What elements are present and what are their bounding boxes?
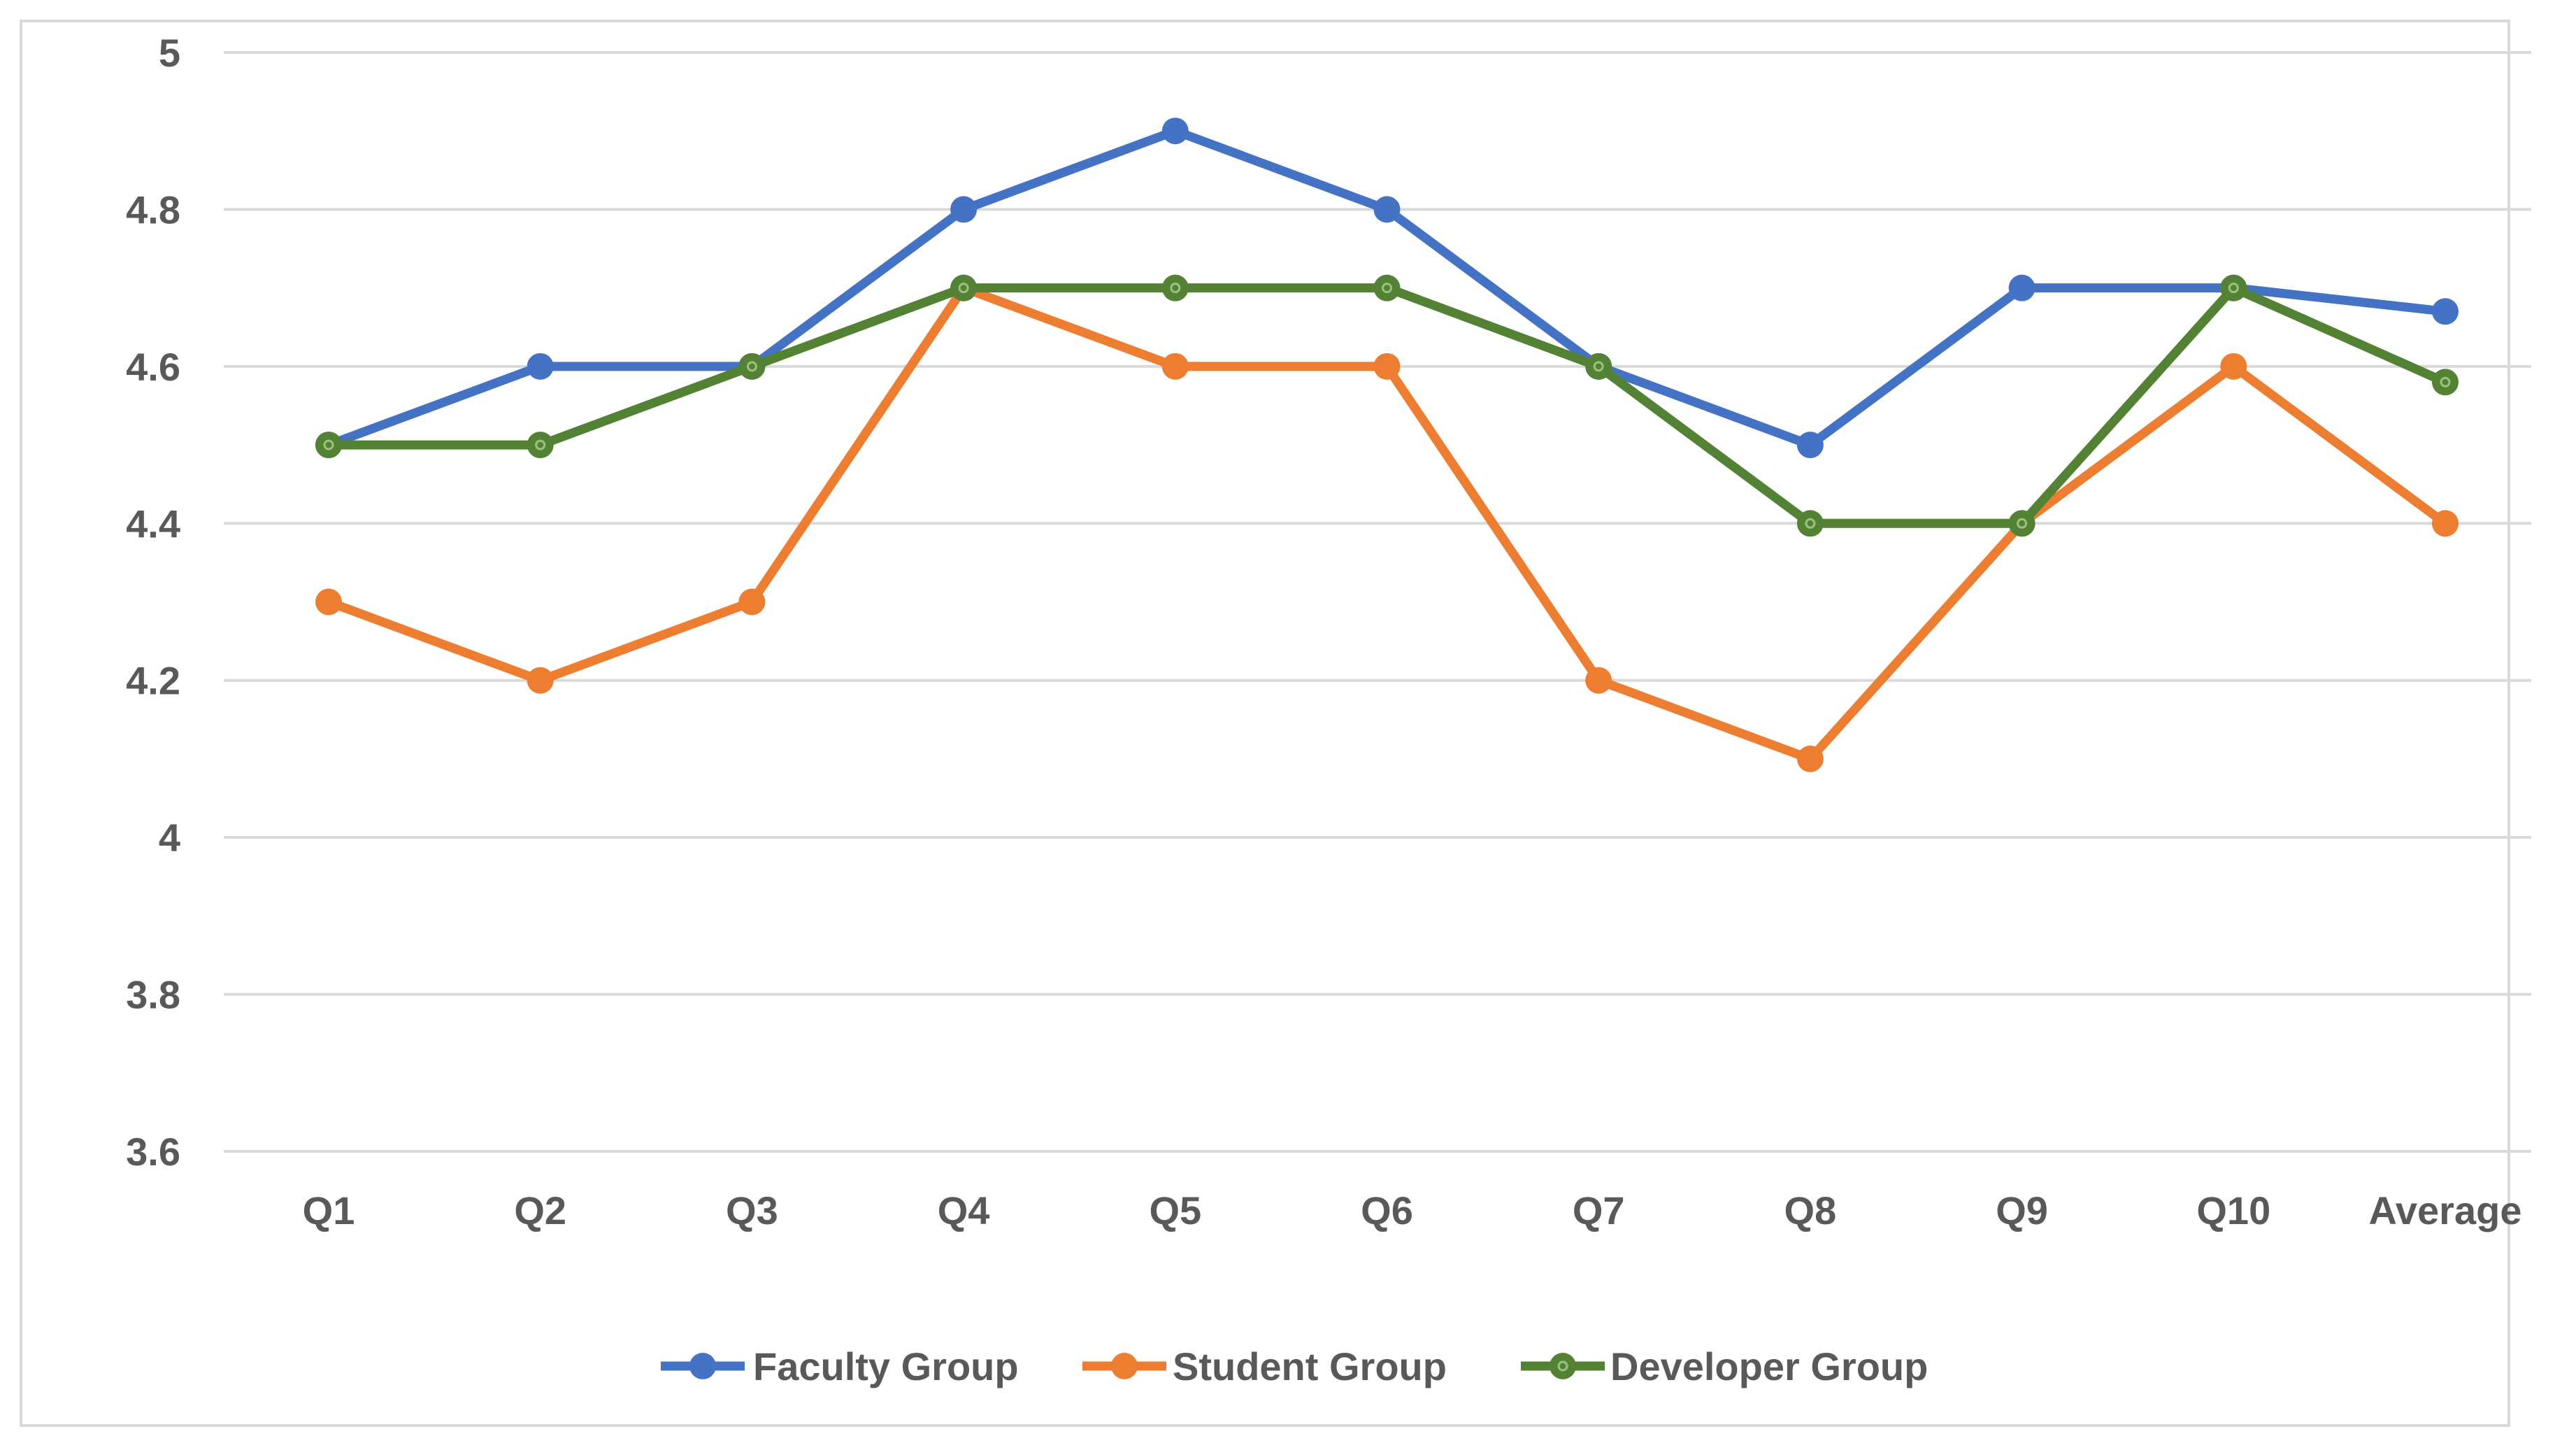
data-point xyxy=(2432,298,2459,325)
y-axis-tick-labels: 3.6 3.8 4 4.2 4.4 4.6 4.8 5 xyxy=(126,31,180,1174)
legend-item: Developer Group xyxy=(1521,1344,1928,1388)
data-point-ring xyxy=(1170,283,1181,294)
data-point-ring xyxy=(323,439,334,450)
data-point xyxy=(2220,353,2247,380)
data-point-ring xyxy=(958,283,969,294)
data-point xyxy=(738,588,766,616)
data-point xyxy=(2008,274,2035,301)
legend-marker xyxy=(1550,1353,1576,1379)
y-tick-label: 5 xyxy=(159,31,180,75)
legend-item: Student Group xyxy=(1082,1344,1447,1388)
x-tick-label: Q5 xyxy=(1149,1188,1201,1232)
series-line xyxy=(324,283,2450,528)
x-tick-label: Q7 xyxy=(1573,1188,1625,1232)
data-point xyxy=(2220,274,2247,301)
legend-marker xyxy=(689,1353,716,1379)
series-developer-group xyxy=(315,274,2459,537)
data-point xyxy=(1796,510,1824,537)
data-point-ring xyxy=(1805,518,1816,529)
legend: Faculty Group Student Group Developer Grou… xyxy=(661,1344,1928,1388)
data-point xyxy=(950,274,978,301)
data-point-ring xyxy=(2228,283,2239,294)
x-axis-tick-labels: Q1 Q2 Q3 Q4 Q5 Q6 Q7 Q8 Q9 Q10 Average xyxy=(303,1188,2522,1232)
x-tick-label: Q4 xyxy=(938,1188,990,1232)
data-point xyxy=(2432,510,2459,537)
y-tick-label: 4 xyxy=(159,816,180,860)
data-point xyxy=(2432,369,2459,396)
y-tick-label: 4.6 xyxy=(126,345,180,389)
x-tick-label: Q2 xyxy=(514,1188,566,1232)
data-point-ring xyxy=(2017,518,2028,529)
data-point xyxy=(1161,118,1189,145)
data-point xyxy=(1373,274,1401,301)
y-tick-label: 4.4 xyxy=(126,502,180,546)
data-point-ring xyxy=(1593,361,1604,372)
legend-marker-ring xyxy=(1557,1360,1568,1372)
x-tick-label: Average xyxy=(2369,1188,2522,1232)
data-point xyxy=(738,353,766,380)
x-tick-label: Q6 xyxy=(1361,1188,1413,1232)
y-tick-label: 3.6 xyxy=(126,1130,180,1174)
data-point xyxy=(2008,510,2035,537)
data-point xyxy=(1161,274,1189,301)
legend-label: Faculty Group xyxy=(753,1344,1019,1388)
data-point xyxy=(527,667,554,694)
x-tick-label: Q8 xyxy=(1784,1188,1837,1232)
data-point xyxy=(527,432,554,459)
data-point xyxy=(1161,353,1189,380)
series-lines xyxy=(315,118,2459,772)
data-point xyxy=(950,196,978,223)
data-point-ring xyxy=(535,439,546,450)
x-tick-label: Q1 xyxy=(303,1188,355,1232)
data-point xyxy=(1796,432,1824,459)
data-point xyxy=(315,588,342,616)
data-point-ring xyxy=(746,361,757,372)
legend-label: Student Group xyxy=(1173,1344,1447,1388)
data-point xyxy=(1796,745,1824,772)
data-point-ring xyxy=(1382,283,1392,294)
x-tick-label: Q3 xyxy=(726,1188,778,1232)
legend-marker xyxy=(1111,1353,1138,1379)
data-point xyxy=(527,353,554,380)
data-point xyxy=(1585,353,1612,380)
data-point xyxy=(1585,667,1612,694)
x-tick-label: Q10 xyxy=(2196,1188,2270,1232)
x-tick-label: Q9 xyxy=(1996,1188,2048,1232)
data-point-ring xyxy=(2440,376,2451,388)
data-point xyxy=(1373,196,1401,223)
data-point xyxy=(1373,353,1401,380)
data-point xyxy=(315,432,342,459)
legend-label: Developer Group xyxy=(1610,1344,1928,1388)
legend-item: Faculty Group xyxy=(661,1344,1019,1388)
y-tick-label: 4.2 xyxy=(126,659,180,703)
y-tick-label: 4.8 xyxy=(126,187,180,232)
y-tick-label: 3.8 xyxy=(126,973,180,1017)
chart-frame xyxy=(20,20,2510,1427)
